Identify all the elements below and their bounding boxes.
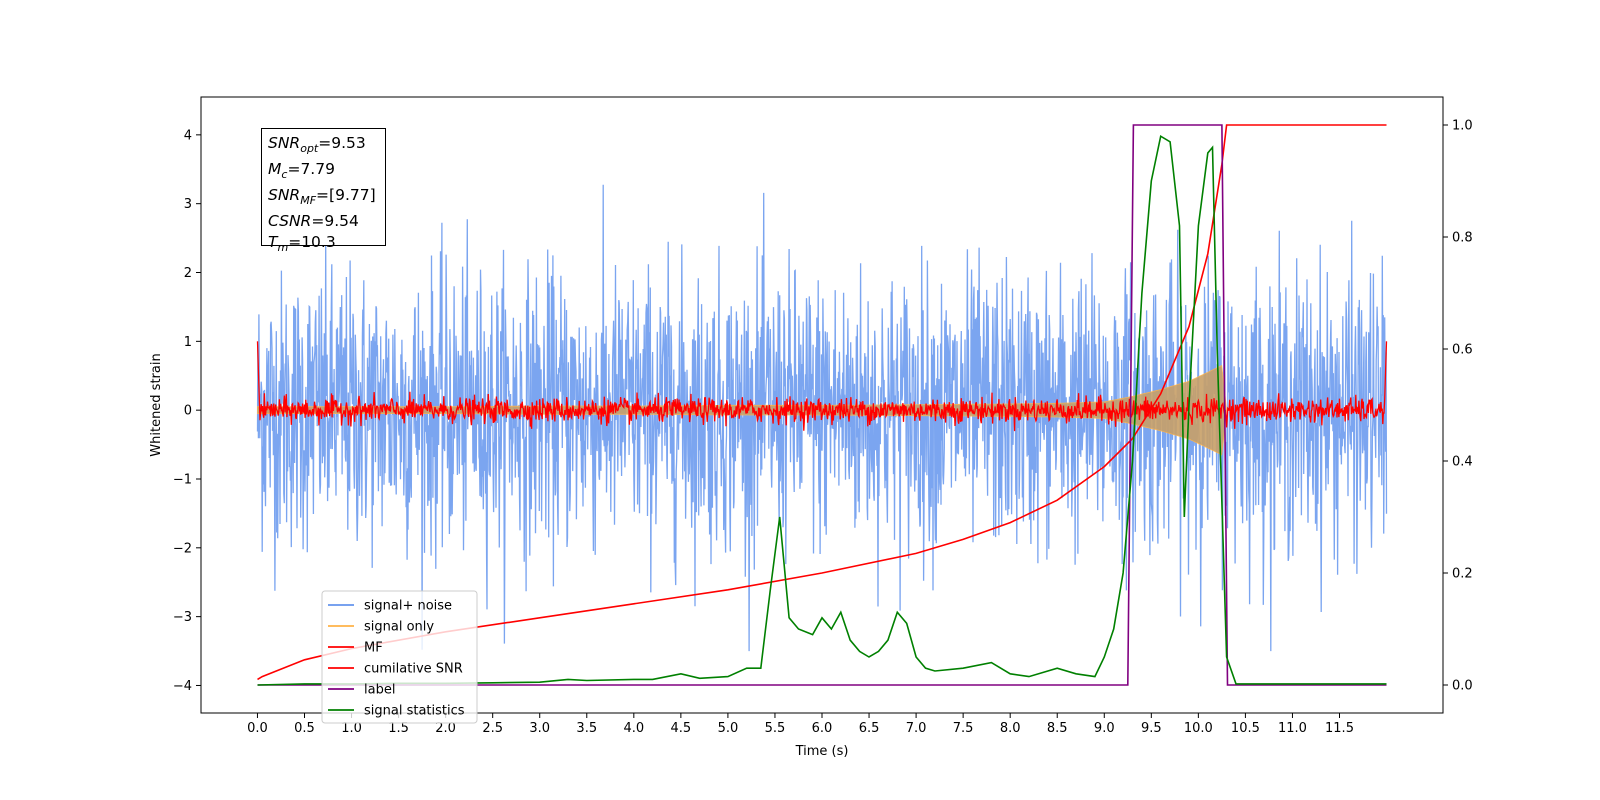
x-tick-label: 3.5 <box>576 721 597 736</box>
x-tick-label: 2.5 <box>482 721 503 736</box>
y-axis-label: Whitened strain <box>149 353 164 456</box>
series-label <box>257 124 1387 686</box>
tm-line: Tm=10.3 <box>268 233 336 255</box>
legend-frame <box>321 590 478 724</box>
y-tick-label: −1 <box>173 472 192 487</box>
y-axis-left: 4 3 2 1 0 −1 −2 −3 −4 <box>173 128 201 694</box>
csnr-line: CSNR=9.54 <box>268 212 359 231</box>
legend: signal+ noise signal only MF cumilative SNR… <box>321 590 478 724</box>
x-tick-label: 8.0 <box>1000 721 1021 736</box>
legend-entry: MF <box>364 641 383 656</box>
legend-entry: signal only <box>364 620 434 635</box>
x-tick-label: 5.5 <box>765 721 786 736</box>
y-tick-label: −3 <box>173 610 192 625</box>
x-tick-label: 6.0 <box>812 721 833 736</box>
y-tick-label: 3 <box>184 197 192 212</box>
x-tick-label: 7.0 <box>906 721 927 736</box>
legend-entry: signal statistics <box>364 704 465 719</box>
snr-opt-line: SNRopt=9.53 <box>268 134 366 156</box>
y2-tick-label: 0.2 <box>1452 567 1473 582</box>
y-tick-label: 4 <box>184 128 192 143</box>
x-tick-label: 9.0 <box>1094 721 1115 736</box>
series-signal-statistics <box>257 134 1387 686</box>
x-tick-label: 7.5 <box>953 721 974 736</box>
y2-tick-label: 0.4 <box>1452 455 1473 470</box>
x-tick-label: 11.5 <box>1325 721 1354 736</box>
y-axis-right: 1.0 0.8 0.6 0.4 0.2 0.0 <box>1443 119 1473 694</box>
legend-entry: cumilative SNR <box>364 662 463 677</box>
x-tick-label: 10.0 <box>1184 721 1213 736</box>
x-tick-label: 1.5 <box>388 721 409 736</box>
y-tick-label: −4 <box>173 679 192 694</box>
x-tick-label: 8.5 <box>1047 721 1068 736</box>
snr-mf-line: SNRMF=[9.77] <box>268 186 376 208</box>
legend-entry: label <box>364 683 395 698</box>
metrics-annotation-box: SNRopt=9.53 Mc=7.79 SNRMF=[9.77] CSNR=9.… <box>261 128 386 254</box>
x-tick-label: 11.0 <box>1278 721 1307 736</box>
x-tick-label: 4.0 <box>623 721 644 736</box>
x-tick-label: 0.0 <box>247 721 268 736</box>
x-tick-label: 1.0 <box>341 721 362 736</box>
x-axis: 0.0 0.5 1.0 1.5 2.0 2.5 3.0 3.5 4.0 4.5 5.0 5.5 6.0 6… <box>247 713 1354 736</box>
y2-tick-label: 0.6 <box>1452 343 1473 358</box>
x-tick-label: 0.5 <box>294 721 315 736</box>
x-tick-label: 5.0 <box>718 721 739 736</box>
x-tick-label: 4.5 <box>671 721 692 736</box>
x-tick-label: 2.0 <box>435 721 456 736</box>
x-tick-label: 9.5 <box>1141 721 1162 736</box>
y2-tick-label: 1.0 <box>1452 119 1473 134</box>
mc-line: Mc=7.79 <box>268 160 335 182</box>
y-tick-label: 1 <box>184 335 192 350</box>
x-tick-label: 3.0 <box>529 721 550 736</box>
y-tick-label: 2 <box>184 266 192 281</box>
series-mf <box>256 341 1388 432</box>
series-signal-noise <box>256 184 1388 652</box>
x-tick-label: 10.5 <box>1231 721 1260 736</box>
x-tick-label: 6.5 <box>859 721 880 736</box>
plot-area <box>256 124 1388 686</box>
x-axis-label: Time (s) <box>795 744 849 759</box>
y-tick-label: −2 <box>173 541 192 556</box>
y-tick-label: 0 <box>184 404 192 419</box>
legend-entry: signal+ noise <box>364 599 452 614</box>
y2-tick-label: 0.0 <box>1452 679 1473 694</box>
y2-tick-label: 0.8 <box>1452 231 1473 246</box>
